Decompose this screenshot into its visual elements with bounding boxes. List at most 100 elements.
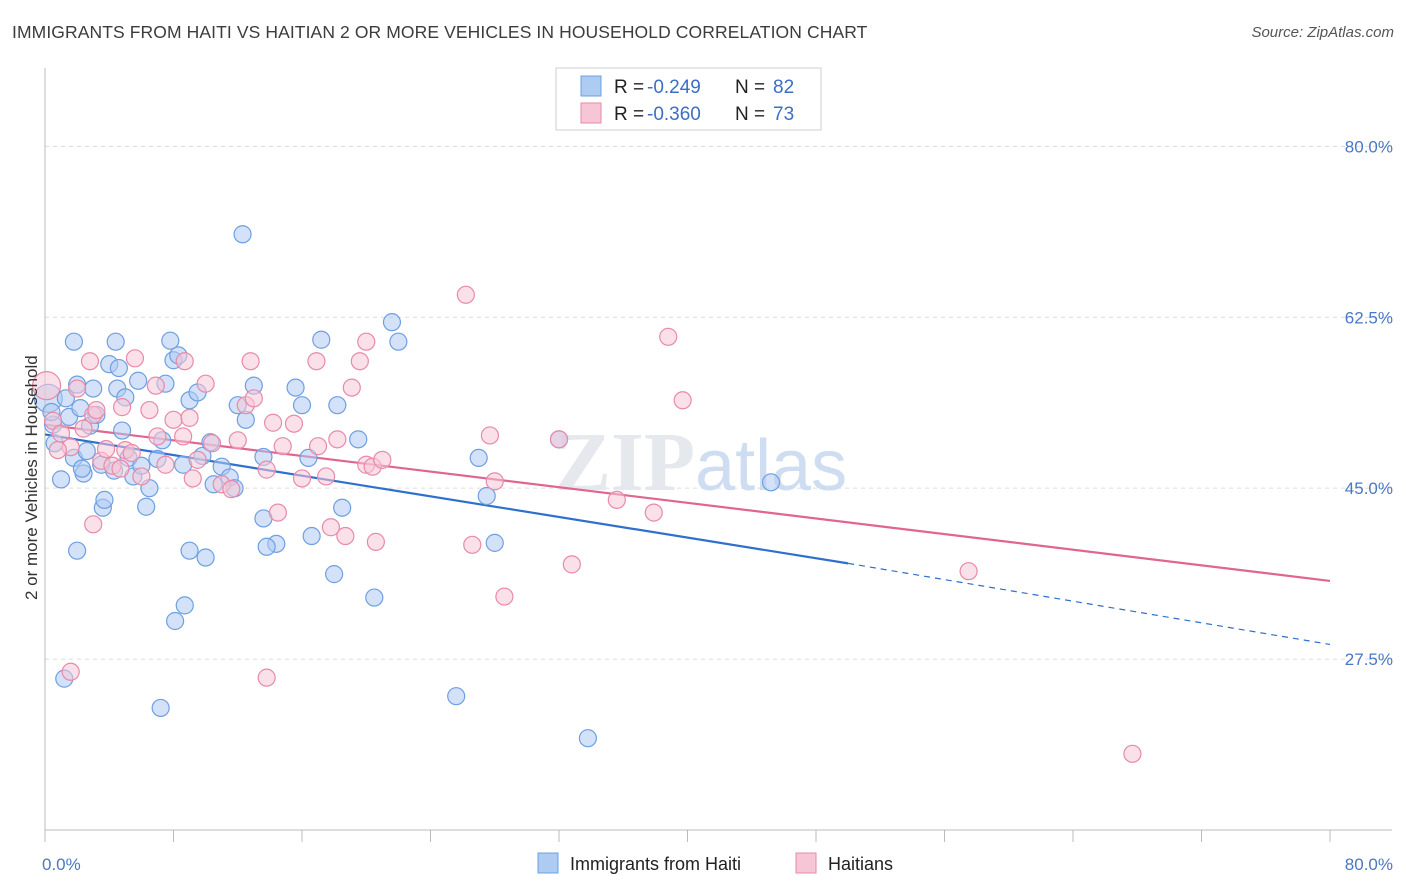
data-point [644, 503, 663, 522]
data-point [174, 427, 193, 446]
legend-r-label-1: R = [614, 77, 644, 98]
watermark-zip: ZIP [555, 416, 695, 509]
data-point [761, 473, 781, 492]
x-tick-label-1: 80.0% [1345, 855, 1393, 874]
data-point [485, 533, 504, 552]
legend-n-value-1: 82 [773, 77, 794, 98]
data-point [77, 441, 96, 461]
data-point [84, 379, 103, 398]
data-point [175, 352, 194, 371]
series-legend: Immigrants from Haiti Haitians [537, 852, 893, 874]
data-point [146, 376, 165, 395]
grid [45, 145, 1392, 660]
y-tick-label-1: 45.0% [1345, 479, 1393, 498]
data-point [263, 413, 283, 432]
legend-r-value-2: -0.360 [647, 104, 701, 125]
legend-n-label-1: N = [735, 77, 765, 98]
data-point [106, 332, 125, 351]
data-point [307, 352, 326, 371]
data-point [1123, 744, 1142, 763]
data-point [112, 398, 132, 417]
data-point [349, 430, 368, 449]
chart-title: IMMIGRANTS FROM HAITI VS HAITIAN 2 OR MO… [12, 22, 868, 42]
legend-r-value-1: -0.249 [647, 77, 701, 98]
data-point [161, 331, 180, 350]
data-point [164, 410, 183, 429]
data-point [328, 430, 347, 449]
data-point [32, 371, 62, 401]
data-point [336, 526, 355, 546]
legend-r-label-2: R = [614, 104, 644, 125]
data-point [302, 526, 321, 546]
data-point [188, 450, 207, 469]
trend-line-extension-0 [848, 562, 1331, 646]
data-point [109, 358, 128, 378]
data-point [74, 419, 93, 438]
data-point [284, 414, 304, 433]
data-point [241, 352, 260, 371]
data-point [95, 490, 114, 510]
data-point [244, 389, 263, 408]
data-point [382, 313, 402, 332]
data-point [495, 587, 514, 606]
data-point [61, 662, 80, 681]
data-point [350, 352, 369, 371]
data-point [202, 434, 222, 453]
data-point [156, 455, 175, 474]
data-point [166, 611, 185, 631]
trend-line-0 [44, 433, 849, 565]
x-tick-label-0: 0.0% [42, 855, 81, 874]
legend-n-label-2: N = [735, 104, 765, 125]
data-point [273, 437, 292, 456]
data-point [477, 486, 496, 506]
data-point [125, 349, 145, 368]
source-label: Source: ZipAtlas.com [1251, 24, 1394, 41]
data-point [321, 518, 341, 537]
data-point [80, 352, 100, 371]
data-point [87, 400, 106, 420]
series-legend-swatch-haiti [537, 852, 559, 874]
data-point [228, 431, 247, 450]
legend-n-value-2: 73 [773, 104, 794, 125]
series-legend-swatch-haitians [795, 852, 817, 874]
data-point [140, 400, 159, 420]
data-point [268, 503, 288, 522]
data-point [137, 497, 156, 516]
data-point [365, 588, 384, 607]
data-point [151, 698, 170, 718]
data-point [562, 555, 581, 574]
y-tick-label-3: 80.0% [1345, 137, 1393, 156]
data-point [316, 467, 336, 486]
data-point [257, 537, 276, 556]
data-point [222, 480, 241, 499]
data-point [84, 515, 103, 534]
data-points [32, 225, 1142, 763]
data-point [257, 460, 276, 479]
data-point [463, 535, 482, 554]
data-point [112, 421, 132, 440]
data-point [292, 396, 312, 415]
data-point [959, 562, 978, 581]
data-point [480, 426, 500, 445]
data-point [257, 668, 276, 687]
stats-legend: R = -0.249 N = 82 R = -0.360 N = 73 [555, 67, 822, 131]
data-point [357, 332, 376, 351]
data-point [469, 448, 488, 468]
data-point [456, 285, 475, 304]
data-point [175, 596, 194, 615]
data-point [286, 378, 305, 397]
x-tick-labels: 0.0% 80.0% [42, 855, 1393, 874]
data-point [342, 378, 361, 397]
data-point [233, 225, 252, 244]
data-point [447, 687, 466, 706]
y-tick-labels: 27.5% 45.0% 62.5% 80.0% [1345, 137, 1393, 669]
data-point [485, 472, 504, 491]
data-point [183, 469, 202, 488]
data-point [389, 332, 408, 351]
series-1-points [32, 285, 1142, 763]
data-point [366, 532, 385, 551]
data-point [308, 437, 328, 456]
data-point [68, 379, 87, 398]
data-point [549, 430, 569, 449]
data-point [312, 330, 331, 349]
